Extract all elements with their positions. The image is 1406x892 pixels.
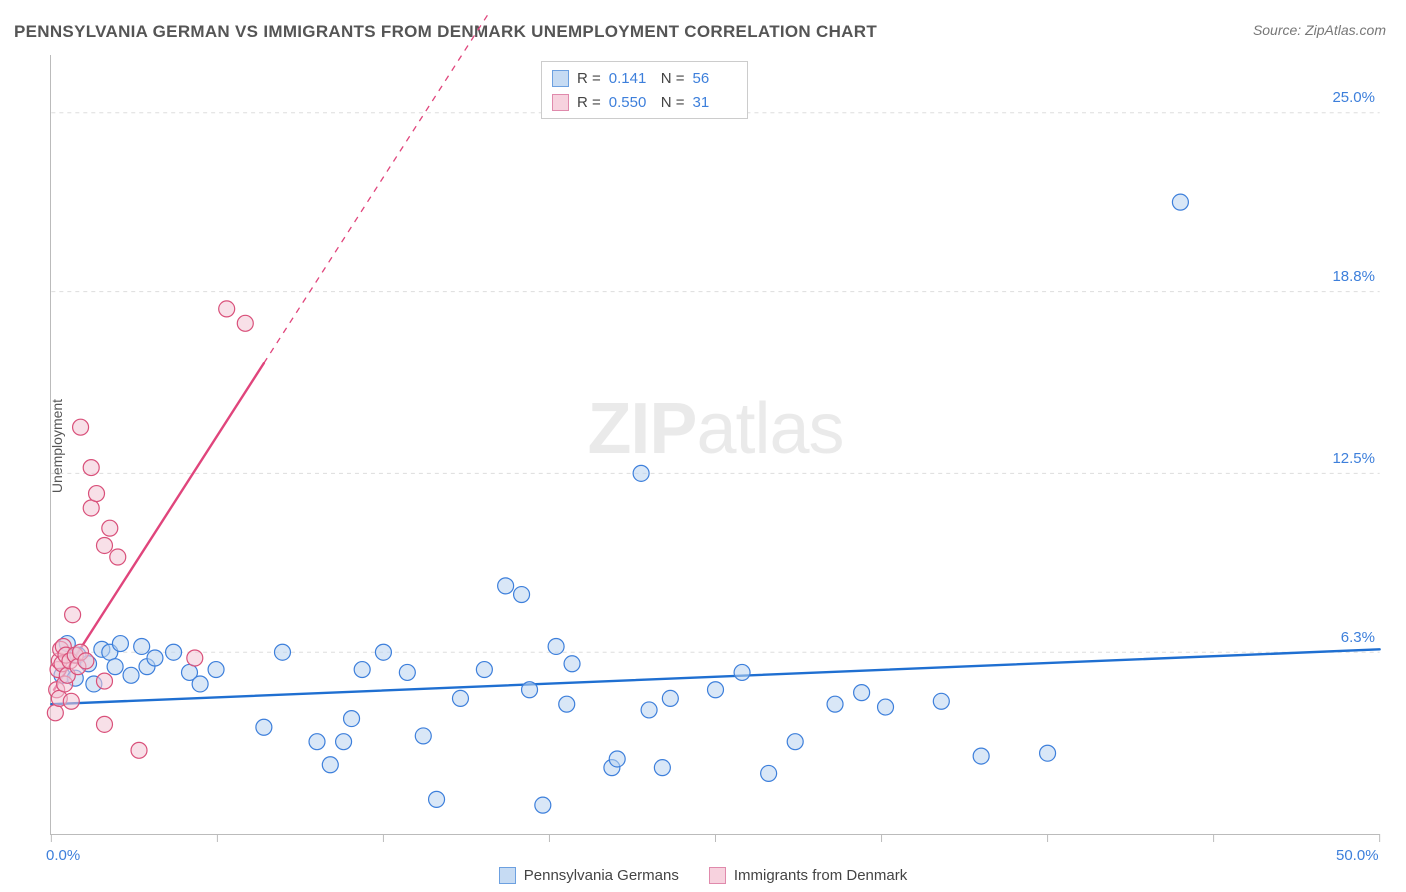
x-tick-label: 0.0% (46, 847, 80, 864)
stats-row: R = 0.141 N = 56 (552, 66, 737, 90)
legend: Pennsylvania Germans Immigrants from Denm… (0, 867, 1406, 884)
stats-box: R = 0.141 N = 56 R = 0.550 N = 31 (541, 61, 748, 119)
stats-row: R = 0.550 N = 31 (552, 90, 737, 114)
legend-swatch (552, 70, 569, 87)
stat-r-label: R = (577, 70, 601, 87)
legend-swatch (552, 94, 569, 111)
y-tick-label: 18.8% (1320, 268, 1375, 285)
stat-n-label: N = (661, 70, 685, 87)
stat-n-value: 31 (693, 94, 737, 111)
stat-r-value: 0.141 (609, 70, 653, 87)
legend-swatch (709, 867, 726, 884)
y-tick-label: 12.5% (1320, 450, 1375, 467)
y-tick-label: 25.0% (1320, 89, 1375, 106)
legend-item: Pennsylvania Germans (499, 867, 679, 884)
stat-r-value: 0.550 (609, 94, 653, 111)
plot-area: ZIPatlas R =0.141N =56R =0.550N =31 (50, 55, 1380, 835)
stat-r-label: R = (577, 94, 601, 111)
legend-swatch (499, 867, 516, 884)
chart-source: Source: ZipAtlas.com (1253, 22, 1386, 38)
scatter-svg (51, 55, 1380, 834)
legend-item: Immigrants from Denmark (709, 867, 907, 884)
stat-n-label: N = (661, 94, 685, 111)
x-tick-label: 50.0% (1336, 847, 1379, 864)
stat-n-value: 56 (693, 70, 737, 87)
y-tick-label: 6.3% (1320, 629, 1375, 646)
legend-label: Pennsylvania Germans (524, 867, 679, 884)
legend-label: Immigrants from Denmark (734, 867, 907, 884)
chart-title: PENNSYLVANIA GERMAN VS IMMIGRANTS FROM D… (14, 22, 877, 42)
